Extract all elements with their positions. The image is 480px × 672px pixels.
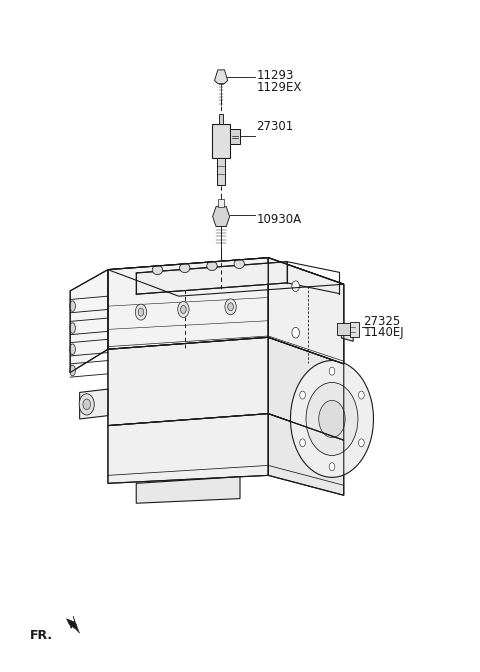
Ellipse shape — [70, 323, 75, 333]
Circle shape — [329, 367, 335, 375]
Polygon shape — [268, 414, 344, 495]
Polygon shape — [212, 124, 230, 158]
Polygon shape — [108, 257, 344, 296]
Polygon shape — [136, 261, 287, 294]
Circle shape — [228, 303, 233, 310]
Ellipse shape — [152, 265, 163, 275]
Polygon shape — [108, 257, 268, 349]
Ellipse shape — [70, 301, 75, 311]
Text: FR.: FR. — [30, 630, 53, 642]
Polygon shape — [215, 70, 228, 84]
Circle shape — [290, 361, 373, 477]
Polygon shape — [70, 269, 108, 372]
Polygon shape — [217, 158, 225, 185]
Polygon shape — [218, 199, 225, 206]
Circle shape — [135, 304, 146, 320]
Text: 1129EX: 1129EX — [256, 81, 302, 94]
Ellipse shape — [70, 365, 75, 376]
Circle shape — [306, 382, 358, 456]
Polygon shape — [268, 257, 344, 364]
Circle shape — [319, 401, 345, 437]
Polygon shape — [230, 129, 240, 144]
Circle shape — [359, 439, 364, 447]
Circle shape — [138, 308, 144, 316]
Text: 11293: 11293 — [256, 69, 294, 83]
Polygon shape — [268, 257, 344, 364]
Polygon shape — [219, 114, 224, 124]
Polygon shape — [341, 329, 353, 341]
Circle shape — [79, 394, 94, 415]
Circle shape — [178, 302, 189, 317]
Ellipse shape — [234, 259, 244, 269]
Polygon shape — [268, 337, 344, 440]
Text: 27301: 27301 — [256, 120, 294, 134]
Circle shape — [329, 463, 335, 470]
Polygon shape — [350, 322, 359, 337]
Ellipse shape — [207, 261, 217, 271]
Polygon shape — [337, 323, 350, 335]
Polygon shape — [66, 616, 80, 633]
Text: 1140EJ: 1140EJ — [363, 326, 404, 339]
Ellipse shape — [180, 263, 190, 273]
Circle shape — [359, 391, 364, 399]
Text: 10930A: 10930A — [256, 213, 301, 226]
Polygon shape — [108, 414, 268, 483]
Circle shape — [300, 391, 305, 399]
Circle shape — [300, 439, 305, 447]
Polygon shape — [136, 476, 240, 503]
Circle shape — [292, 281, 300, 292]
Polygon shape — [80, 389, 108, 419]
Ellipse shape — [70, 344, 75, 355]
Text: 27325: 27325 — [363, 315, 401, 328]
Polygon shape — [213, 206, 229, 226]
Circle shape — [83, 399, 91, 410]
Circle shape — [292, 327, 300, 338]
Polygon shape — [108, 337, 268, 425]
Circle shape — [180, 306, 186, 313]
Circle shape — [225, 299, 236, 314]
